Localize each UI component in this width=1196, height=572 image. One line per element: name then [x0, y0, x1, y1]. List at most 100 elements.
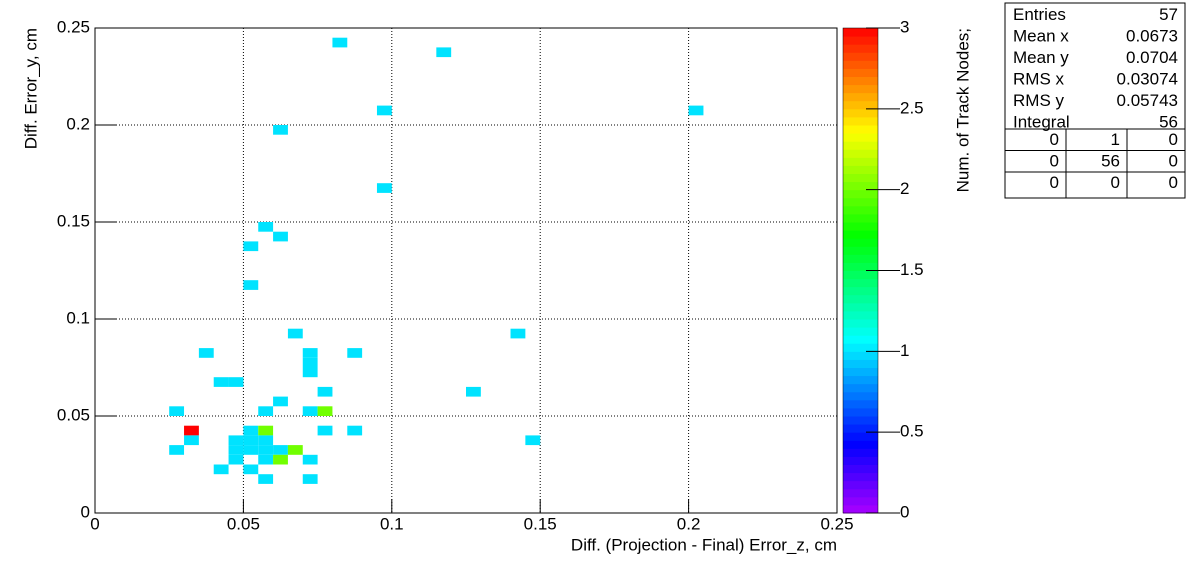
- cell: [525, 435, 541, 446]
- colorbar-segment: [843, 213, 878, 223]
- colorbar-segment: [843, 399, 878, 409]
- colorbar-segment: [843, 416, 878, 425]
- colorbar-segment: [843, 319, 878, 328]
- colorbar-segment: [843, 246, 878, 255]
- cell: [273, 231, 288, 242]
- colorbar-segment: [843, 286, 878, 296]
- x-tick-label: 0.25: [820, 514, 853, 533]
- colorbar-segment: [843, 367, 878, 377]
- colorbar-segment: [843, 278, 878, 288]
- overflow-count: 0: [1050, 173, 1059, 192]
- colorbar-segment: [843, 302, 878, 312]
- y-tick-label: 0.2: [66, 114, 90, 133]
- cell: [317, 386, 333, 397]
- z-tick-label: 0: [900, 502, 909, 521]
- cell: [510, 328, 526, 339]
- stats-value: 0.0704: [1126, 48, 1178, 67]
- cell: [184, 425, 199, 436]
- stats-label: Mean y: [1013, 48, 1069, 67]
- cell: [258, 445, 274, 455]
- colorbar-segment: [843, 496, 878, 506]
- cell: [302, 357, 318, 368]
- stats-label: Mean x: [1013, 27, 1069, 46]
- colorbar-segment: [843, 165, 878, 174]
- colorbar-segment: [843, 189, 878, 199]
- colorbar-segment: [843, 68, 878, 77]
- y-tick-label: 0: [81, 502, 90, 521]
- cell: [287, 445, 303, 455]
- colorbar-segment: [843, 310, 878, 320]
- overflow-count: 1: [1111, 130, 1120, 149]
- colorbar-segment: [843, 108, 878, 118]
- colorbar-segment: [843, 504, 878, 514]
- stats-box: [1004, 2, 1186, 199]
- cell: [273, 396, 288, 407]
- cell: [243, 280, 259, 290]
- cell: [198, 348, 214, 358]
- x-tick-label: 0.05: [227, 514, 260, 533]
- colorbar-segment: [843, 391, 878, 401]
- overflow-count: 0: [1050, 152, 1059, 171]
- cell: [243, 464, 259, 475]
- cell: [184, 435, 199, 446]
- colorbar-segment: [843, 359, 878, 368]
- stats-value: 0.0673: [1126, 27, 1178, 46]
- plot-frame: [94, 27, 838, 514]
- colorbar-segment: [843, 440, 878, 449]
- cell: [243, 425, 259, 436]
- colorbar-segment: [843, 125, 878, 134]
- cell: [376, 183, 392, 193]
- cell: [258, 474, 274, 484]
- overflow-count: 0: [1050, 130, 1059, 149]
- cell: [376, 105, 392, 116]
- cell: [287, 328, 303, 339]
- colorbar-segment: [843, 472, 878, 482]
- z-tick-label: 2: [900, 179, 909, 198]
- colorbar-segment: [843, 52, 878, 61]
- cell: [302, 454, 318, 465]
- cell: [228, 435, 244, 446]
- colorbar-segment: [843, 480, 878, 490]
- cell: [688, 105, 704, 116]
- colorbar-segment: [843, 100, 878, 110]
- stats-value: 57: [1159, 5, 1178, 24]
- stats-label: RMS x: [1013, 70, 1065, 89]
- overflow-count: 0: [1111, 173, 1120, 192]
- colorbar-segment: [843, 383, 878, 393]
- stats-value: 0.03074: [1117, 70, 1178, 89]
- colorbar-segment: [843, 270, 878, 280]
- cell: [258, 435, 274, 446]
- colorbar-segment: [843, 28, 878, 37]
- colorbar-segment: [843, 294, 878, 304]
- colorbar-segment: [843, 230, 878, 239]
- colorbar-segment: [843, 36, 878, 45]
- z-tick-label: 1.5: [900, 260, 924, 279]
- colorbar-segment: [843, 254, 878, 263]
- colorbar-segment: [843, 343, 878, 352]
- cell: [302, 406, 318, 416]
- y-tick-label: 0.25: [57, 17, 90, 36]
- y-axis-label: Diff. Error_y, cm: [21, 28, 40, 149]
- stats-label: RMS y: [1013, 91, 1065, 110]
- cell: [302, 348, 318, 358]
- colorbar-segment: [843, 488, 878, 498]
- z-tick-label: 2.5: [900, 98, 924, 117]
- x-tick-label: 0.1: [380, 514, 404, 533]
- colorbar-segment: [843, 84, 878, 94]
- cell: [169, 406, 185, 416]
- x-tick-label: 0.15: [524, 514, 557, 533]
- colorbar-segment: [843, 238, 878, 247]
- colorbar-segment: [843, 76, 878, 86]
- cell: [466, 386, 481, 397]
- colorbar-segment: [843, 60, 878, 69]
- colorbar-segment: [843, 173, 878, 183]
- cell: [213, 377, 229, 387]
- y-tick-label: 0.15: [57, 211, 90, 230]
- cell: [169, 445, 185, 455]
- colorbar-segment: [843, 149, 878, 158]
- cell: [317, 406, 333, 416]
- colorbar-segment: [843, 351, 878, 360]
- z-tick-label: 3: [900, 17, 909, 36]
- colorbar-segment: [843, 157, 878, 166]
